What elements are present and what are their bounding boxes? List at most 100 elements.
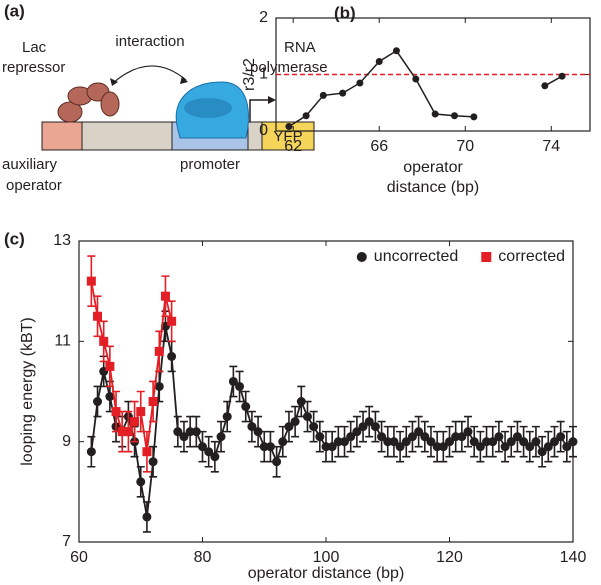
point — [319, 91, 327, 99]
auxiliary-operator-site — [41, 121, 83, 151]
point — [285, 122, 293, 130]
point — [216, 432, 226, 442]
point — [154, 381, 164, 391]
arrowhead — [268, 96, 276, 104]
point — [130, 417, 140, 427]
x-axis-label: operator distance (bp) — [248, 565, 405, 582]
point — [296, 397, 306, 407]
point — [420, 432, 430, 442]
point — [86, 447, 96, 457]
point — [451, 112, 459, 120]
point — [259, 442, 269, 452]
diagram-label: auxiliary — [2, 156, 58, 173]
diagram-label: polymerase — [250, 59, 328, 76]
x-tick-label: 120 — [436, 549, 463, 566]
point — [407, 432, 417, 442]
legend-label: uncorrected — [374, 248, 459, 265]
x-tick-label: 62 — [284, 138, 302, 155]
point — [549, 437, 559, 447]
y-tick-label: 2 — [259, 9, 268, 26]
x-tick-label: 80 — [194, 549, 212, 566]
point — [389, 437, 399, 447]
point — [198, 442, 207, 452]
diagram-label: repressor — [2, 59, 65, 76]
diagram-label: operator — [6, 177, 62, 194]
point — [488, 437, 498, 447]
panel-label: (b) — [334, 3, 356, 22]
point — [500, 442, 510, 452]
point — [506, 437, 516, 447]
x-tick-label: 60 — [70, 549, 88, 566]
point — [568, 437, 578, 447]
point — [302, 412, 312, 422]
point — [241, 402, 251, 412]
point — [346, 432, 356, 442]
point — [426, 437, 436, 447]
point — [99, 336, 109, 346]
data-line — [288, 49, 563, 128]
point — [512, 432, 522, 442]
point — [475, 442, 485, 452]
point — [451, 432, 461, 442]
point — [191, 427, 201, 437]
point — [414, 427, 424, 437]
interaction-arc — [111, 65, 187, 85]
legend-marker — [356, 252, 367, 262]
point — [123, 427, 133, 437]
point — [377, 432, 387, 442]
point — [185, 427, 195, 437]
point — [412, 75, 420, 83]
lac-repressor — [57, 82, 120, 123]
diagram-label: interaction — [115, 33, 184, 50]
point — [160, 291, 170, 301]
point — [265, 442, 275, 452]
diagram-label: RNA — [284, 39, 316, 56]
point — [370, 422, 380, 432]
x-tick-label: 140 — [560, 549, 587, 566]
point — [543, 442, 553, 452]
point — [364, 417, 374, 427]
y-axis-label: r3/r2 — [241, 58, 258, 91]
y-tick-label: 0 — [259, 122, 268, 139]
point — [358, 422, 368, 432]
x-tick-label: 70 — [456, 138, 474, 155]
point — [333, 437, 343, 447]
point — [494, 432, 504, 442]
point — [558, 72, 566, 80]
point — [154, 346, 164, 356]
point — [86, 276, 96, 286]
point — [383, 437, 393, 447]
point — [148, 457, 158, 467]
point — [179, 432, 189, 442]
point — [562, 442, 572, 452]
x-tick-label: 66 — [370, 138, 388, 155]
point — [401, 437, 411, 447]
point — [167, 351, 177, 361]
legend-label: corrected — [498, 248, 565, 265]
point — [531, 437, 541, 447]
point — [247, 422, 257, 432]
point — [278, 437, 288, 447]
point — [375, 58, 383, 66]
x-tick-label: 74 — [542, 138, 560, 155]
diagram-label: promoter — [180, 156, 240, 173]
point — [105, 392, 115, 402]
point — [395, 442, 405, 452]
point — [352, 427, 362, 437]
point — [321, 442, 331, 452]
point — [284, 422, 294, 432]
panel-label: (a) — [4, 1, 25, 20]
point — [519, 437, 529, 447]
point — [228, 376, 238, 386]
diagram-label: YFP — [273, 128, 302, 145]
point — [356, 79, 364, 87]
point — [235, 381, 245, 391]
point — [556, 432, 566, 442]
point — [537, 447, 547, 457]
point — [167, 316, 177, 326]
point — [142, 512, 152, 522]
x-axis-label: operator — [403, 159, 463, 176]
point — [272, 457, 282, 467]
point — [315, 432, 325, 442]
